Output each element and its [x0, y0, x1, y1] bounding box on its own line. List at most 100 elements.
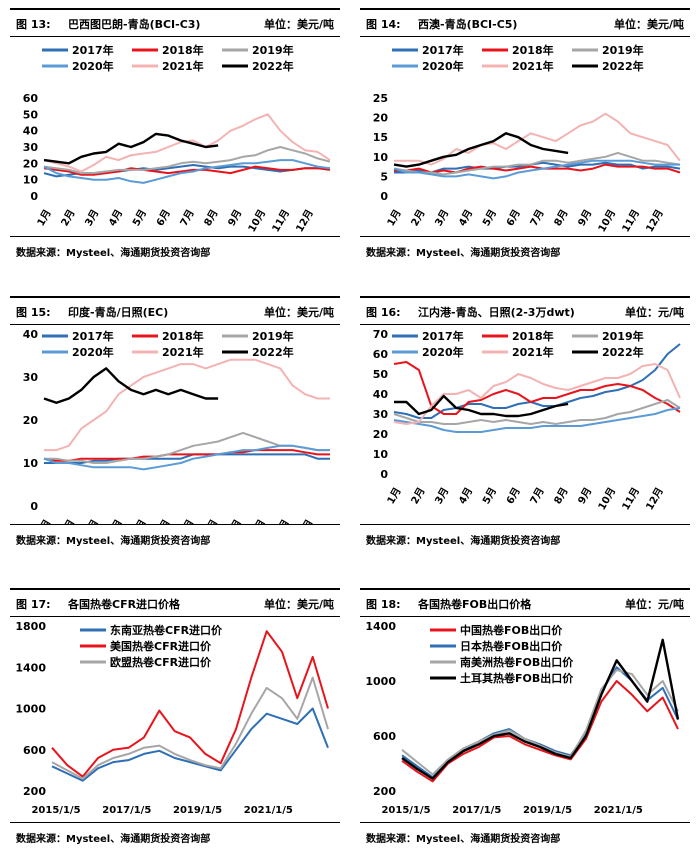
chart-panel-14: 图 14: 西澳-青岛(BCI-C5) 单位：美元/吨 0 5 10 15 20 25 1月…	[360, 8, 690, 260]
x-tick-label: 7月	[178, 208, 197, 229]
y-tick-label: 40	[373, 388, 389, 401]
y-tick-label: 50	[23, 108, 39, 121]
chart-title: 印度-青岛/日照(EC)	[68, 306, 169, 319]
series-line-2022	[43, 367, 219, 405]
source-note: 数据来源：Mysteel、海通期货投资咨询部	[366, 248, 561, 259]
legend-label: 2019年	[602, 43, 644, 57]
y-tick-label: 600	[23, 744, 46, 757]
x-tick-label: 8月	[552, 208, 571, 229]
x-tick-label: 5月	[480, 486, 499, 507]
legend-label: 2018年	[512, 329, 554, 343]
x-tick-label: 2019/1/5	[523, 805, 572, 816]
x-tick-label: 5月	[480, 208, 499, 229]
chart-unit: 单位：美元/吨	[263, 598, 334, 611]
x-tick-label: 10月	[246, 208, 268, 235]
chart-frame: 0 10 20 30 40 50 60 70 1月 2月 3月 4月 5月 6月 7月 8月 9月 10月 11月 1…	[360, 324, 690, 525]
series-line-2017	[51, 707, 329, 782]
chart-title: 江内港-青岛、日照(2-3万dwt)	[418, 306, 575, 319]
chart-unit: 单位：元/吨	[624, 598, 684, 611]
series-line-2018	[394, 163, 681, 174]
legend-label: 2018年	[512, 43, 554, 57]
x-tick-label: 10月	[596, 208, 618, 235]
x-tick-label: 1月	[385, 208, 404, 229]
y-tick-label: 25	[373, 92, 388, 105]
x-tick-label: 11月	[270, 518, 292, 525]
y-tick-label: 0	[30, 190, 38, 203]
series-line-2022	[393, 132, 569, 168]
y-tick-label: 1000	[15, 703, 46, 716]
x-tick-label: 11月	[270, 208, 292, 235]
y-tick-label: 1000	[365, 675, 396, 688]
legend-label: 2020年	[72, 59, 114, 73]
x-tick-label: 1月	[35, 518, 54, 525]
x-tick-label: 7月	[528, 486, 547, 507]
chart-panel-17: 图 17: 各国热卷CFR进口价格 单位：美元/吨 200 600 1000 1400…	[10, 588, 340, 846]
x-tick-label: 2017/1/5	[452, 805, 501, 816]
x-tick-label: 4月	[456, 208, 475, 229]
x-tick-label: 2月	[409, 208, 428, 229]
x-tick-label: 7月	[178, 518, 197, 525]
legend-label: 中国热卷FOB出口价	[460, 623, 563, 637]
chart-title: 各国热卷FOB出口价格	[418, 598, 532, 611]
x-tick-label: 10月	[246, 518, 268, 525]
legend-label: 2017年	[72, 43, 114, 57]
chart-title: 西澳-青岛(BCI-C5)	[418, 18, 518, 31]
x-tick-label: 11月	[620, 208, 642, 235]
legend-label: 2019年	[252, 329, 294, 343]
x-tick-label: 9月	[576, 208, 595, 229]
y-tick-label: 10	[373, 448, 389, 461]
x-tick-label: 9月	[576, 486, 595, 507]
legend-label: 2017年	[72, 329, 114, 343]
legend-label: 2018年	[162, 329, 204, 343]
x-tick-label: 6月	[154, 208, 173, 229]
series-line-2017	[44, 453, 330, 464]
x-tick-label: 3月	[433, 208, 452, 229]
series-line-2019	[43, 146, 331, 175]
x-tick-label: 2021/1/5	[244, 805, 293, 816]
series-line-2022	[394, 394, 569, 418]
figure-number: 图 15:	[16, 306, 51, 319]
line-chart: 200 600 1000 1400 1800 2015/1/5 2017/1/5 2019/1…	[15, 620, 329, 816]
y-tick-label: 5	[380, 170, 388, 183]
legend-label: 2021年	[512, 59, 554, 73]
series-line-2019	[393, 399, 681, 425]
legend-label: 美国热卷CFR进口价	[110, 639, 212, 653]
x-tick-label: 10月	[596, 486, 618, 513]
source-note: 数据来源：Mysteel、海通期货投资咨询部	[16, 834, 211, 845]
series-line-2017	[393, 343, 681, 419]
chart-frame: 200 600 1000 1400 1800 2015/1/5 2017/1/5 2019/1…	[10, 616, 340, 823]
chart-panel-18: 图 18: 各国热卷FOB出口价格 单位：元/吨 200 600 1000 1400 2…	[360, 588, 690, 846]
y-tick-label: 30	[373, 408, 389, 421]
x-tick-label: 5月	[130, 518, 149, 525]
x-tick-label: 2017/1/5	[102, 805, 151, 816]
x-tick-label: 12月	[294, 518, 316, 525]
y-tick-label: 20	[23, 157, 39, 170]
legend-label: 2022年	[252, 345, 294, 359]
legend-label: 2022年	[252, 59, 294, 73]
series-line-2020	[393, 159, 680, 180]
figure-number: 图 18:	[366, 598, 401, 611]
x-tick-label: 1月	[385, 486, 404, 507]
x-tick-label: 2019/1/5	[173, 805, 222, 816]
y-tick-label: 20	[23, 414, 39, 427]
chart-header: 图 17: 各国热卷CFR进口价格 单位：美元/吨	[10, 588, 340, 617]
line-chart: 0 5 10 15 20 25 1月 2月 3月 4月 5月 6月 7月 8月 9月 10月 11月 12月 201…	[373, 43, 681, 235]
x-tick-label: 9月	[226, 208, 245, 229]
y-tick-label: 200	[23, 785, 46, 798]
x-tick-label: 3月	[83, 518, 102, 525]
x-tick-label: 8月	[202, 208, 221, 229]
y-tick-label: 0	[30, 500, 38, 513]
x-tick-label: 5月	[130, 208, 149, 229]
series-line-2022	[43, 132, 219, 165]
x-tick-label: 2015/1/5	[381, 805, 430, 816]
series-line-2021	[393, 363, 681, 425]
legend-label: 2017年	[422, 43, 464, 57]
legend-label: 日本热卷FOB出口价	[460, 639, 563, 653]
x-tick-label: 7月	[528, 208, 547, 229]
x-tick-label: 12月	[644, 486, 666, 513]
legend-label: 东南亚热卷CFR进口价	[110, 623, 223, 637]
legend-label: 2020年	[422, 345, 464, 359]
x-tick-label: 8月	[552, 486, 571, 507]
chart-header: 图 13: 巴西图巴朗-青岛(BCI-C3) 单位：美元/吨	[10, 8, 340, 37]
